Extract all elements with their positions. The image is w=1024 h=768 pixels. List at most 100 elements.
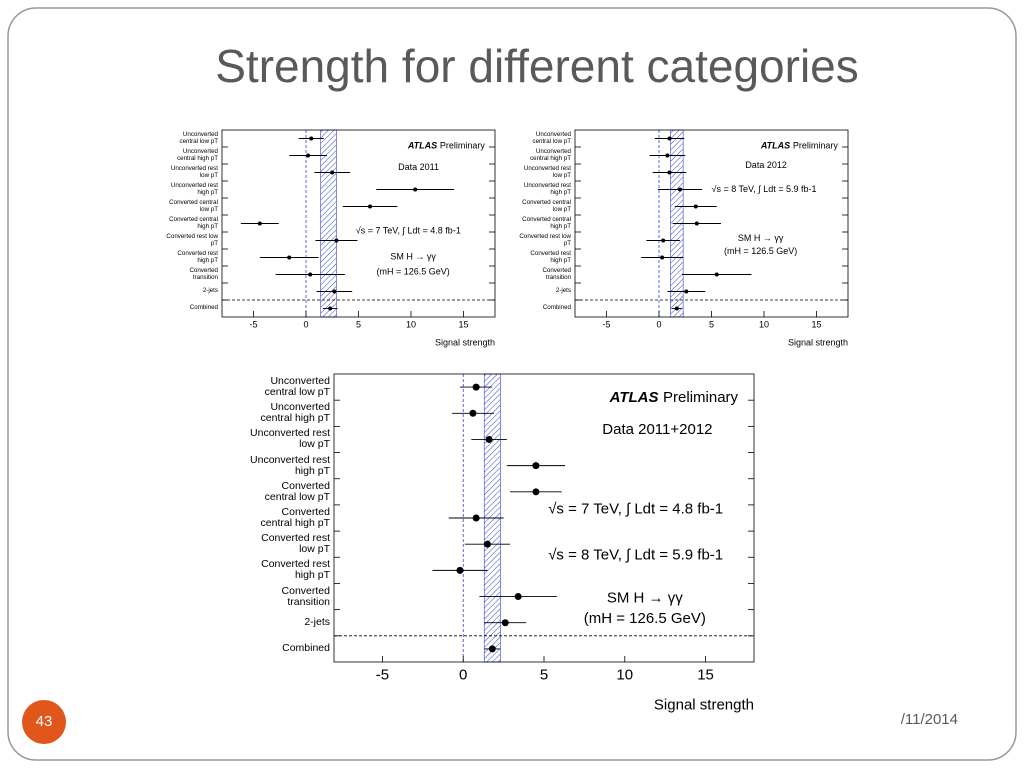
point	[456, 566, 464, 574]
point	[287, 255, 292, 260]
category-label: Converted central low pT	[522, 199, 571, 213]
x-tick-label: 15	[811, 319, 821, 329]
point	[514, 593, 522, 601]
x-tick-label: 15	[697, 666, 714, 683]
point	[308, 272, 313, 277]
energy-label: √s = 8 TeV, ∫ Ldt = 5.9 fb-1	[712, 184, 817, 194]
mass-label: (mH = 126.5 GeV)	[724, 246, 797, 256]
category-label: Converted transition	[189, 267, 218, 281]
slide-date: /11/2014	[901, 711, 958, 728]
point	[501, 619, 509, 627]
point	[413, 187, 418, 192]
category-label: 2-jets	[202, 287, 218, 294]
category-label: Converted rest low pT	[519, 233, 571, 247]
point	[660, 255, 665, 260]
x-axis-label: Signal strength	[435, 337, 495, 347]
point	[483, 540, 491, 548]
x-axis-label: Signal strength	[654, 696, 754, 713]
category-label: Converted central high pT	[522, 216, 571, 230]
x-axis-label: Signal strength	[788, 337, 848, 347]
category-label: Converted central low pT	[169, 199, 218, 213]
dataset-label: Data 2011	[398, 162, 439, 172]
category-label: Converted central low pT	[264, 479, 330, 503]
energy-label: √s = 7 TeV, ∫ Ldt = 4.8 fb-1	[548, 500, 723, 517]
experiment-label: ATLAS	[760, 140, 790, 150]
process-label: SM H → γγ	[738, 233, 784, 243]
category-label: Converted rest low pT	[166, 233, 218, 247]
x-tick-label: 5	[540, 666, 548, 683]
slide-title: Strength for different categories	[215, 40, 859, 92]
category-label: Unconverted rest high pT	[250, 453, 330, 477]
mass-label: (mH = 126.5 GeV)	[376, 266, 449, 276]
category-label: Converted central high pT	[169, 216, 218, 230]
category-label: Unconverted rest low pT	[170, 165, 218, 179]
category-label: Unconverted rest high pT	[523, 182, 571, 196]
point	[714, 272, 719, 277]
point	[693, 204, 698, 209]
point	[257, 221, 262, 226]
category-label: Converted transition	[542, 267, 571, 281]
category-label: Unconverted rest high pT	[170, 182, 218, 196]
point	[332, 289, 337, 294]
point	[472, 514, 480, 522]
point	[667, 136, 672, 141]
process-label: SM H → γγ	[607, 590, 683, 607]
x-tick-label: 5	[356, 319, 361, 329]
category-label: Unconverted rest low pT	[250, 427, 330, 451]
point	[694, 221, 699, 226]
point	[667, 170, 672, 175]
category-label: Unconverted central low pT	[532, 131, 571, 145]
experiment-label: ATLAS	[407, 140, 437, 150]
point	[674, 306, 679, 311]
point	[472, 383, 480, 391]
x-tick-label: 5	[709, 319, 714, 329]
category-label: Converted rest low pT	[261, 532, 330, 556]
x-tick-label: -5	[376, 666, 389, 683]
dataset-label: Data 2011+2012	[602, 421, 712, 438]
dataset-label: Data 2012	[745, 160, 787, 170]
energy-label: √s = 8 TeV, ∫ Ldt = 5.9 fb-1	[548, 546, 723, 563]
point	[532, 488, 540, 496]
category-label: 2-jets	[304, 616, 330, 629]
category-label: Converted rest high pT	[261, 558, 330, 582]
point	[334, 238, 339, 243]
category-label: Combined	[189, 304, 218, 311]
point	[330, 170, 335, 175]
category-label: Unconverted central low pT	[179, 131, 218, 145]
category-label: Converted rest high pT	[530, 250, 571, 264]
point	[485, 435, 493, 443]
status-label: Preliminary	[793, 140, 839, 150]
point	[368, 204, 373, 209]
category-label: Converted transition	[281, 584, 330, 608]
point	[678, 187, 682, 192]
x-tick-label: -5	[602, 319, 610, 329]
point	[684, 289, 689, 294]
x-tick-label: 10	[759, 319, 769, 329]
status-label: Preliminary	[663, 389, 739, 406]
x-tick-label: 10	[406, 319, 416, 329]
page-number: 43	[36, 713, 53, 730]
point	[665, 153, 670, 158]
category-label: Unconverted central high pT	[177, 148, 218, 162]
page-badge	[22, 700, 66, 744]
status-label: Preliminary	[440, 140, 486, 150]
point	[306, 153, 311, 158]
x-tick-label: -5	[249, 319, 257, 329]
category-label: Converted rest high pT	[177, 250, 218, 264]
energy-label: √s = 7 TeV, ∫ Ldt = 4.8 fb-1	[356, 225, 461, 235]
x-tick-label: 10	[616, 666, 633, 683]
point	[532, 462, 540, 470]
category-label: Unconverted central low pT	[264, 375, 330, 399]
x-tick-label: 0	[656, 319, 661, 329]
category-label: Combined	[282, 642, 330, 655]
point	[488, 645, 496, 653]
x-tick-label: 0	[303, 319, 308, 329]
category-label: Combined	[542, 304, 571, 311]
mass-label: (mH = 126.5 GeV)	[584, 610, 706, 627]
x-tick-label: 0	[459, 666, 467, 683]
category-label: Unconverted central high pT	[530, 148, 571, 162]
point	[328, 306, 333, 311]
point	[661, 238, 666, 243]
